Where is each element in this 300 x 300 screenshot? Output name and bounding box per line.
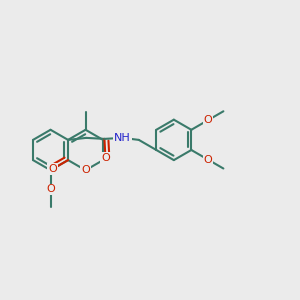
Text: O: O bbox=[46, 184, 55, 194]
Text: NH: NH bbox=[114, 133, 131, 143]
Text: O: O bbox=[204, 154, 212, 165]
Text: O: O bbox=[101, 153, 110, 163]
Text: O: O bbox=[204, 115, 212, 125]
Text: O: O bbox=[81, 165, 90, 175]
Text: O: O bbox=[48, 164, 57, 174]
